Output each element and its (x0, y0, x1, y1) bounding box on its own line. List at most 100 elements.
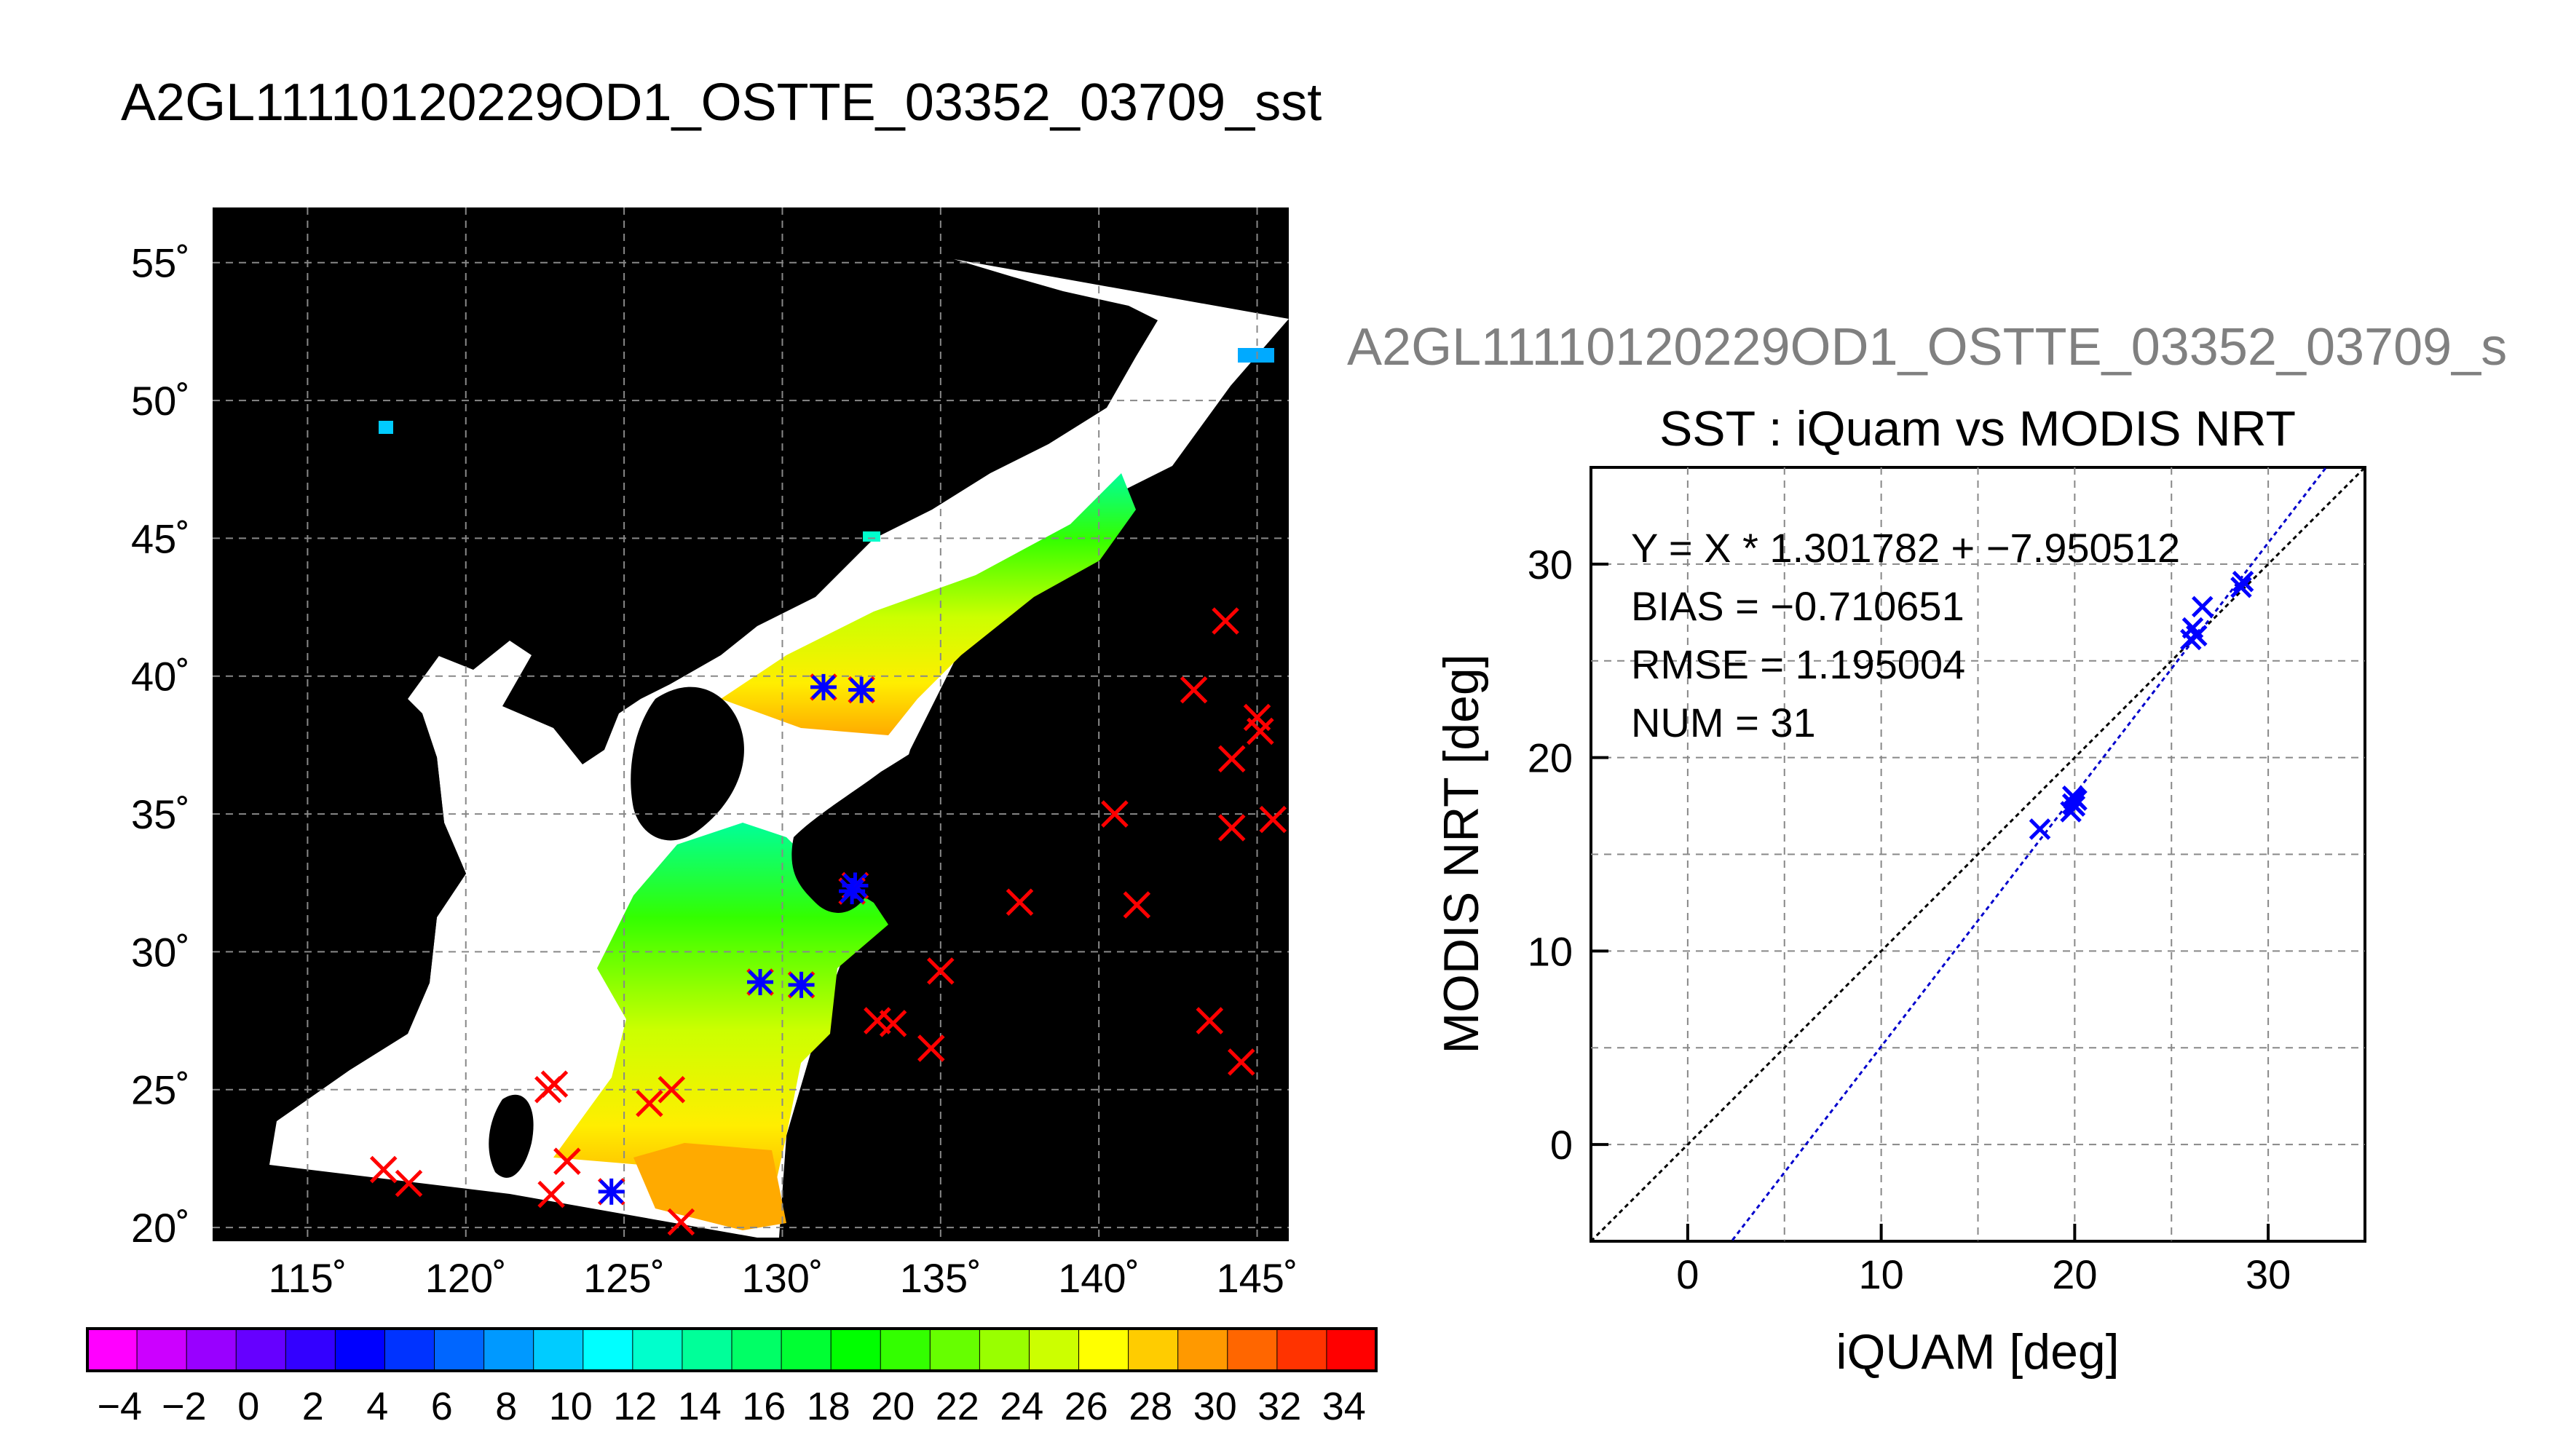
swath-cloud-area (269, 259, 1289, 1238)
map-unmatched-marker (1101, 800, 1129, 828)
stats-rmse: RMSE = 1.195004 (1631, 641, 1965, 687)
colorbar-tick-label: 32 (1257, 1385, 1301, 1428)
map-lon-tick-label: 125˚ (583, 1255, 665, 1301)
colorbar-tick-label: 20 (871, 1385, 915, 1428)
map-markers (369, 607, 1287, 1236)
scatter-point (2230, 576, 2252, 598)
stats-num: NUM = 31 (1631, 700, 1816, 745)
colorbar-cell (880, 1328, 931, 1372)
colorbar-cell (781, 1328, 832, 1372)
colorbar-cell (1028, 1328, 1081, 1372)
colorbar-cell (235, 1328, 287, 1372)
map-lon-tick-label: 130˚ (741, 1255, 823, 1301)
scatter-ytick-label: 20 (1528, 735, 1573, 781)
land-china-coast (213, 437, 466, 1150)
scatter-xtick-label: 0 (1676, 1251, 1699, 1297)
scatter-ytick-label: 10 (1528, 928, 1573, 974)
colorbar-tick-label: 12 (613, 1385, 657, 1428)
map-unmatched-marker (1006, 888, 1034, 917)
scatter-point (2181, 617, 2204, 639)
colorbar-tick-label: 6 (431, 1385, 453, 1428)
map-unmatched-marker (636, 1089, 663, 1117)
colorbar-cell (1177, 1328, 1229, 1372)
map-unmatched-marker (1259, 805, 1287, 834)
colorbar-tick-label: 24 (1000, 1385, 1043, 1428)
colorbar-tick-label: −2 (162, 1385, 207, 1428)
lake-patch (379, 421, 393, 434)
map-lat-tick-label: 20˚ (131, 1205, 190, 1251)
scatter-ytick-label: 30 (1528, 542, 1573, 587)
map-grid (213, 207, 1289, 1241)
map-lat-tick-label: 35˚ (131, 791, 190, 837)
colorbar-cell (1326, 1328, 1378, 1372)
map-matched-marker (848, 676, 875, 703)
map-lat-tick-label: 25˚ (131, 1067, 190, 1113)
colorbar-tick-label: 34 (1322, 1385, 1366, 1428)
map-unmatched-marker (657, 1075, 686, 1104)
map-unmatched-marker (395, 1169, 423, 1198)
colorbar-tick-label: 14 (678, 1385, 722, 1428)
map-matched-marker (839, 878, 866, 905)
map-tick-labels: 115˚ 120˚ 125˚ 130˚ 135˚ 140˚ 145˚ 20˚ 25˚ 30˚ 35˚… (131, 240, 1298, 1301)
stats-equation: Y = X * 1.301782 + −7.950512 (1631, 525, 2180, 571)
map-unmatched-marker (1247, 717, 1274, 745)
colorbar-tick-label: 10 (549, 1385, 593, 1428)
map-matched-marker (788, 971, 815, 998)
colorbar-tick-label: 2 (302, 1385, 324, 1428)
map-lon-tick-label: 145˚ (1216, 1255, 1298, 1301)
scatter-xtick-label: 30 (2246, 1251, 2291, 1297)
map-unmatched-marker (553, 1147, 581, 1175)
colorbar-tick-label: 0 (237, 1385, 259, 1428)
land-japan (791, 728, 961, 913)
colorbar-cell (384, 1328, 436, 1372)
map-unmatched-marker (927, 957, 955, 985)
map-unmatched-marker (1217, 814, 1246, 842)
map-unmatched-marker (1228, 1048, 1255, 1076)
scatter-point (2029, 818, 2051, 840)
map-matched-marker (598, 1178, 625, 1205)
map-lon-tick-label: 115˚ (268, 1255, 347, 1301)
sst-orange-patch (633, 1143, 786, 1230)
colorbar-tick-label: 4 (366, 1385, 388, 1428)
scatter-ylabel: MODIS NRT [deg] (1434, 654, 1489, 1053)
map-lon-tick-label: 135˚ (900, 1255, 982, 1301)
sea-patch-north (1238, 348, 1274, 363)
stats-bias: BIAS = −0.710651 (1631, 583, 1964, 629)
colorbar-cell (483, 1328, 535, 1372)
colorbar-tick-label: 28 (1129, 1385, 1172, 1428)
scatter-point (2192, 596, 2214, 618)
map-unmatched-marker (1196, 1007, 1224, 1034)
scatter-point (2232, 571, 2254, 593)
scatter-figure-title: A2GL11110120229OD1_OSTTE_03352_03709_s (1347, 318, 2508, 376)
map-lat-tick-label: 45˚ (131, 515, 190, 561)
map-lat-tick-label: 50˚ (131, 378, 190, 424)
sst-southern-area (553, 823, 888, 1201)
map-unmatched-marker (917, 1034, 945, 1062)
colorbar-cell (583, 1328, 634, 1372)
land-taiwan (489, 1094, 534, 1178)
colorbar-tick-label: 26 (1065, 1385, 1108, 1428)
scatter-xlabel: iQUAM [deg] (1836, 1324, 2119, 1380)
scatter-xtick-label: 20 (2052, 1251, 2097, 1297)
colorbar-cell (1128, 1328, 1180, 1372)
colorbar-tick-label: 30 (1193, 1385, 1237, 1428)
identity-line (1591, 467, 2365, 1241)
map-matched-marker (747, 969, 774, 996)
colorbar-frame (86, 1327, 1378, 1372)
colorbar-cell (285, 1328, 336, 1372)
map-lat-tick-label: 40˚ (131, 654, 190, 700)
scatter-title: SST : iQuam vs MODIS NRT (1659, 401, 2296, 456)
regression-line (1730, 467, 2328, 1241)
map-unmatched-marker (369, 1155, 398, 1184)
map-lat-tick-label: 30˚ (131, 929, 190, 975)
colorbar-tick-label: 22 (936, 1385, 979, 1428)
map-lon-tick-label: 140˚ (1058, 1255, 1140, 1301)
map-unmatched-marker (1217, 745, 1246, 773)
map-unmatched-marker (667, 1208, 695, 1236)
map-unmatched-marker (1123, 891, 1151, 919)
lake-patch-2 (863, 531, 880, 542)
scatter-ytick-label: 0 (1550, 1122, 1573, 1168)
